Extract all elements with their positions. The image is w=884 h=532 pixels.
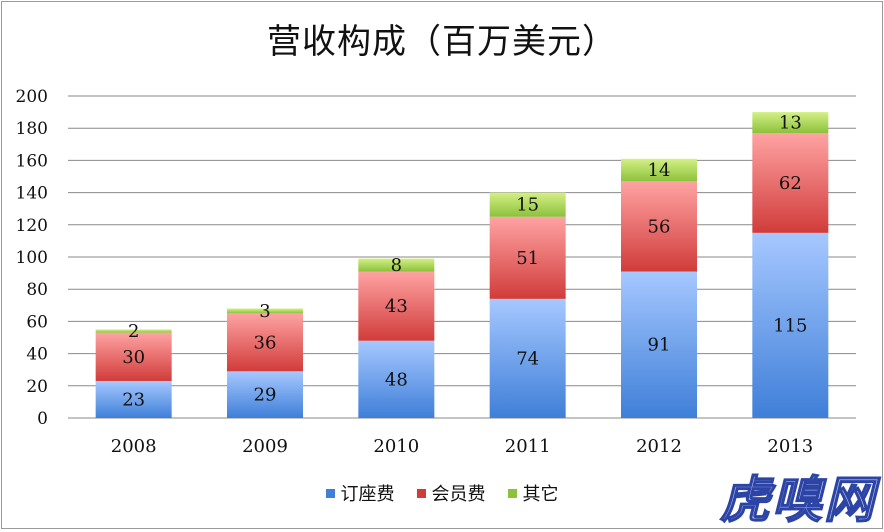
- bar-other-2013: [752, 112, 829, 134]
- gridlines: [68, 95, 856, 419]
- y-tick-label: 120: [16, 216, 48, 236]
- legend-swatch-subscription: [325, 488, 335, 498]
- x-tick-label: 2010: [373, 436, 419, 457]
- y-axis-ticks: 0 20 40 60 80 100 120 140 160 180 200: [16, 87, 48, 429]
- legend-item-membership: 会员费: [416, 480, 486, 506]
- y-tick-label: 140: [16, 184, 48, 204]
- x-tick-label: 2009: [242, 436, 288, 457]
- data-label-membership-2009: 36: [254, 332, 277, 353]
- y-tick-label: 80: [26, 280, 48, 300]
- data-label-other-2008: 2: [128, 321, 139, 342]
- y-tick-label: 0: [37, 409, 48, 429]
- data-label-subscription-2009: 29: [254, 385, 277, 406]
- data-label-membership-2008: 30: [122, 347, 145, 368]
- y-tick-label: 160: [16, 151, 48, 171]
- bar-membership-2012: [621, 181, 697, 272]
- legend-label-other: 其它: [522, 484, 559, 505]
- bar-membership-2010: [358, 271, 435, 341]
- legend-swatch-membership: [416, 488, 426, 498]
- watermark-logo: 虎嗅网: [719, 469, 876, 530]
- y-tick-label: 40: [26, 345, 48, 365]
- data-label-other-2012: 14: [648, 160, 671, 181]
- y-tick-label: 20: [26, 377, 48, 397]
- data-label-subscription-2013: 115: [773, 315, 807, 336]
- x-tick-label: 2013: [767, 436, 813, 457]
- x-tick-label: 2008: [111, 436, 157, 457]
- bars: [95, 112, 829, 418]
- x-tick-label: 2012: [636, 436, 682, 457]
- bar-membership-2011: [489, 216, 566, 299]
- bar-other-2008: [95, 329, 172, 333]
- bar-other-2011: [489, 192, 566, 217]
- chart-title: 营收构成（百万美元）: [267, 22, 617, 62]
- bar-subscription-2011: [489, 298, 566, 418]
- bar-subscription-2013: [752, 232, 829, 418]
- data-labels: 23 30 2 29 36 3 48 43 8 74 51 15 91 56 14 115 62 13: [122, 113, 807, 411]
- bar-subscription-2012: [621, 271, 697, 418]
- x-tick-label: 2011: [505, 436, 551, 457]
- data-label-other-2013: 13: [779, 113, 802, 134]
- legend-item-other: 其它: [507, 480, 559, 506]
- y-tick-label: 200: [16, 87, 48, 107]
- data-label-membership-2013: 62: [779, 173, 802, 194]
- bar-membership-2008: [95, 332, 172, 381]
- bar-membership-2009: [227, 313, 303, 372]
- data-label-other-2011: 15: [516, 195, 539, 216]
- bar-subscription-2009: [227, 371, 303, 418]
- data-label-membership-2010: 43: [385, 296, 408, 317]
- data-label-other-2010: 8: [391, 255, 402, 276]
- legend-label-subscription: 订座费: [340, 484, 395, 505]
- legend-label-membership: 会员费: [431, 484, 486, 505]
- legend-item-subscription: 订座费: [325, 480, 395, 506]
- y-tick-label: 60: [26, 312, 48, 332]
- legend: 订座费 会员费 其它: [0, 480, 884, 506]
- data-label-subscription-2012: 91: [648, 335, 671, 356]
- bar-subscription-2008: [95, 380, 172, 418]
- bar-other-2009: [227, 308, 303, 314]
- bar-membership-2013: [752, 133, 829, 233]
- bar-subscription-2010: [358, 340, 435, 418]
- bar-other-2010: [358, 258, 435, 272]
- data-label-other-2009: 3: [259, 301, 270, 322]
- legend-swatch-other: [507, 488, 517, 498]
- x-axis-ticks: 2008 2009 2010 2011 2012 2013: [111, 436, 813, 457]
- bar-other-2012: [621, 158, 697, 182]
- data-label-membership-2012: 56: [648, 216, 671, 237]
- data-label-subscription-2008: 23: [122, 389, 145, 410]
- data-label-membership-2011: 51: [516, 248, 539, 269]
- data-label-subscription-2010: 48: [385, 369, 408, 390]
- y-tick-label: 100: [16, 248, 48, 268]
- data-label-subscription-2011: 74: [516, 348, 539, 369]
- y-tick-label: 180: [16, 119, 48, 139]
